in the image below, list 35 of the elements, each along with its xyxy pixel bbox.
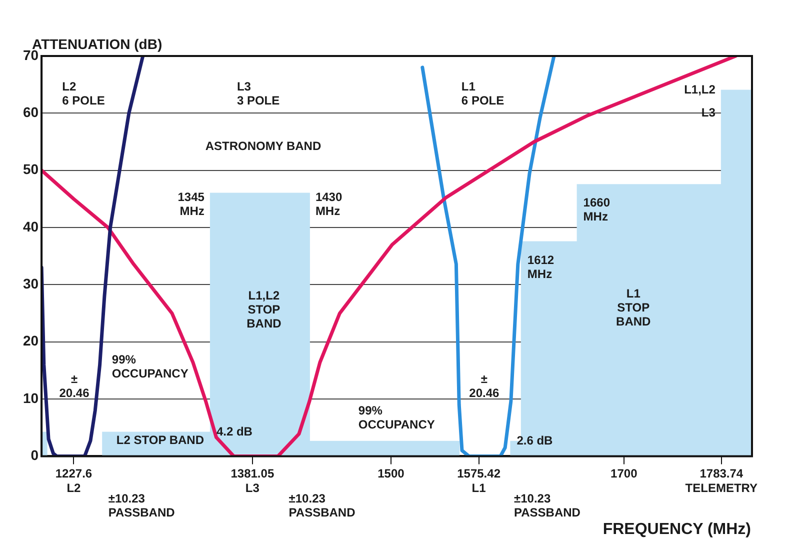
x-tick-label: 1500 <box>378 466 405 481</box>
annotation: 99% OCCUPANCY <box>358 403 435 432</box>
annotation: 1612 MHz <box>527 252 554 281</box>
x-axis-title: FREQUENCY (MHz) <box>602 521 751 539</box>
y-tick-label: 30 <box>22 276 39 292</box>
annotation: 2.6 dB <box>516 434 554 448</box>
text: ±10.23 PASSBAND <box>288 492 356 520</box>
x-tick-label: 1381.05 L3 <box>230 466 274 496</box>
annotation: 4.2 dB <box>216 424 253 438</box>
y-tick-label: 60 <box>22 104 39 120</box>
annotation: L1 STOP BAND <box>616 286 652 328</box>
annotation: L1,L2 STOP BAND <box>246 288 282 330</box>
annotation: ± 20.46 <box>469 372 500 400</box>
text: ±10.23 PASSBAND <box>108 492 176 520</box>
y-tick-label: 20 <box>22 332 39 349</box>
text: ±10.23 PASSBAND <box>514 492 581 520</box>
x-tick-label: 1575.42 L1 <box>457 466 501 496</box>
y-tick-label: 40 <box>22 218 39 234</box>
annotation: L1,L2 <box>684 82 716 97</box>
annotation: L2 6 POLE <box>62 79 105 108</box>
y-tick-label: 10 <box>22 390 39 406</box>
y-tick-label: 0 <box>30 447 39 464</box>
x-tick-label: 1700 <box>610 466 638 481</box>
annotation: L1 6 POLE <box>461 79 504 108</box>
annotation: ± 20.46 <box>59 372 90 400</box>
annotation: 1430 MHz <box>315 190 342 218</box>
annotation: ASTRONOMY BAND <box>205 139 322 154</box>
annotation: L3 3 POLE <box>236 79 280 108</box>
annotation: 1660 MHz <box>583 196 610 224</box>
x-tick-label: 1227.6 L2 <box>55 466 92 496</box>
annotation: 1345 MHz <box>178 190 205 218</box>
annotation: 99% OCCUPANCY <box>112 352 188 381</box>
annotation: L2 STOP BAND <box>116 432 204 447</box>
x-tick-label: 1783.74 TELEMETRY <box>685 466 758 496</box>
y-tick-label: 50 <box>22 161 39 178</box>
